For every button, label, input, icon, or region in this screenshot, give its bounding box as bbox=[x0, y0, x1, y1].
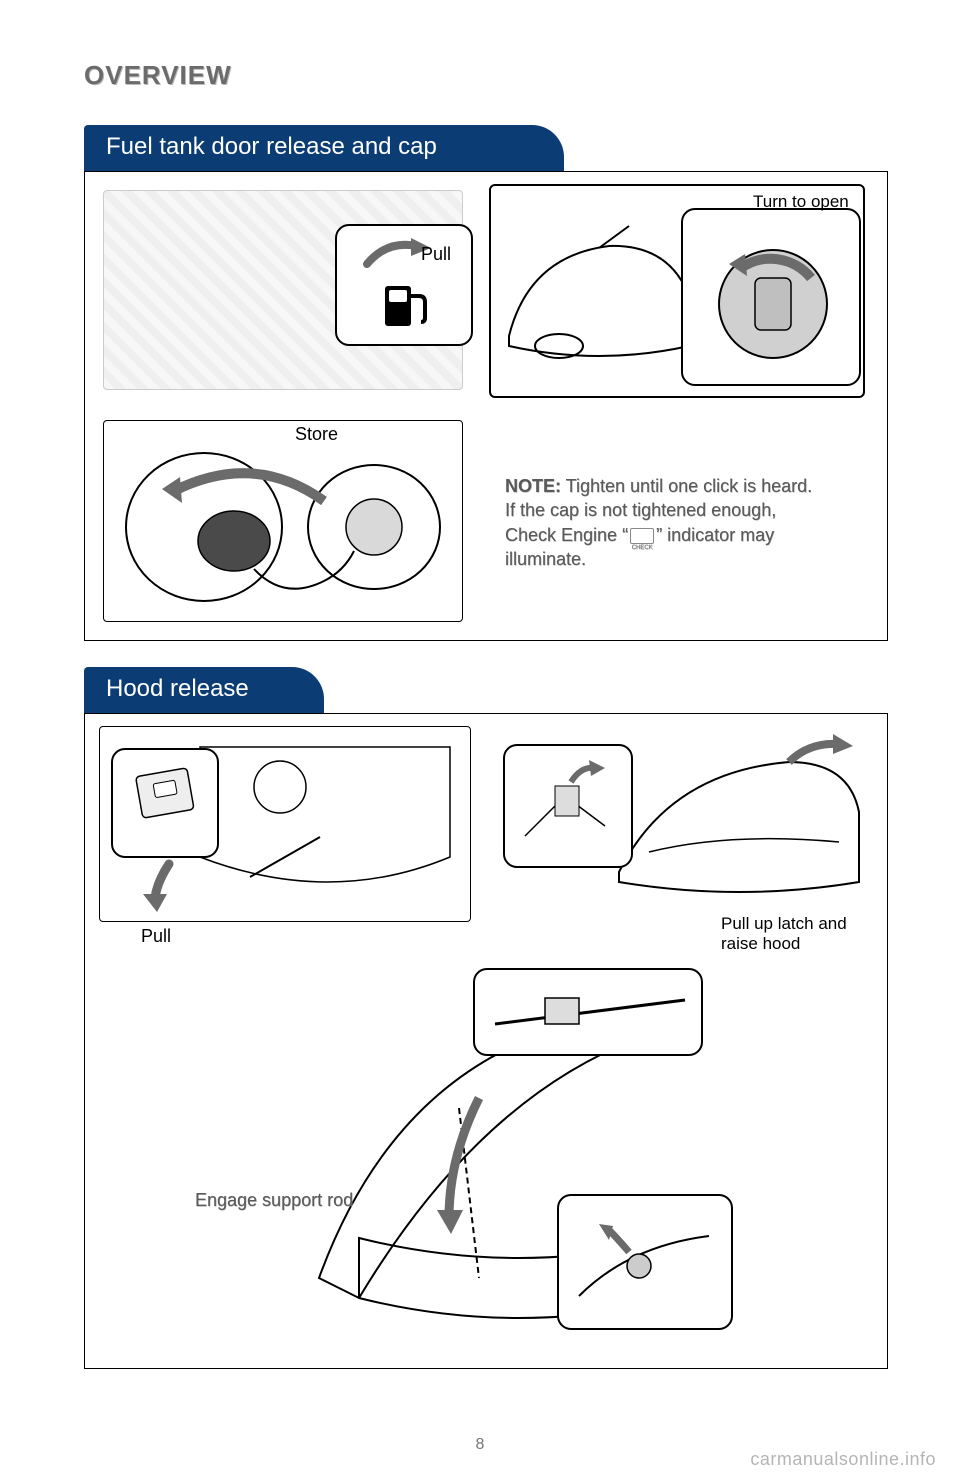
fuel-section: Fuel tank door release and cap Pull bbox=[84, 125, 888, 641]
fuel-content-box: Pull Turn to open bbox=[84, 171, 888, 641]
fuel-cap-callout bbox=[681, 208, 861, 386]
hood-section-tab: Hood release bbox=[84, 667, 324, 713]
support-base-icon bbox=[569, 1206, 725, 1322]
pull-label: Pull bbox=[421, 244, 451, 265]
hood-latch-callout bbox=[503, 744, 633, 868]
latch-label: Pull up latch and raise hood bbox=[721, 914, 871, 955]
support-clip-icon bbox=[485, 980, 695, 1048]
hood-content-box: Pull Pull up latch and raise hood bbox=[84, 713, 888, 1369]
support-label: Engage support rod bbox=[195, 1190, 353, 1211]
store-label: Store bbox=[295, 424, 338, 445]
hood-pull-label: Pull bbox=[141, 926, 171, 947]
car-front-icon bbox=[609, 732, 869, 912]
page-number: 8 bbox=[476, 1436, 485, 1454]
fuel-section-tab: Fuel tank door release and cap bbox=[84, 125, 564, 171]
support-base-callout bbox=[557, 1194, 733, 1330]
fuel-cap-icon bbox=[701, 228, 845, 372]
fuel-pull-callout bbox=[335, 224, 473, 346]
watermark-text: carmanualsonline.info bbox=[750, 1449, 936, 1470]
page-title: OVERVIEW bbox=[84, 60, 888, 91]
fuel-note: NOTE: Tighten until one click is heard. … bbox=[505, 474, 815, 571]
hood-lever-icon bbox=[127, 764, 207, 844]
check-engine-icon bbox=[630, 528, 654, 544]
note-prefix: NOTE: bbox=[505, 476, 561, 496]
hood-lever-callout bbox=[111, 748, 219, 858]
fuel-pump-icon bbox=[377, 274, 437, 334]
pull-down-arrow-icon bbox=[139, 858, 189, 914]
car-rear-icon bbox=[499, 216, 699, 376]
hood-section: Hood release Pull bbox=[84, 667, 888, 1369]
fuel-store-icon bbox=[114, 431, 454, 613]
fuel-store-illustration bbox=[103, 420, 463, 622]
turn-open-label: Turn to open bbox=[753, 192, 849, 212]
support-top-callout bbox=[473, 968, 703, 1056]
dashboard-icon bbox=[190, 737, 460, 913]
latch-detail-icon bbox=[515, 756, 625, 860]
manual-page: OVERVIEW Fuel tank door release and cap … bbox=[0, 0, 960, 1484]
